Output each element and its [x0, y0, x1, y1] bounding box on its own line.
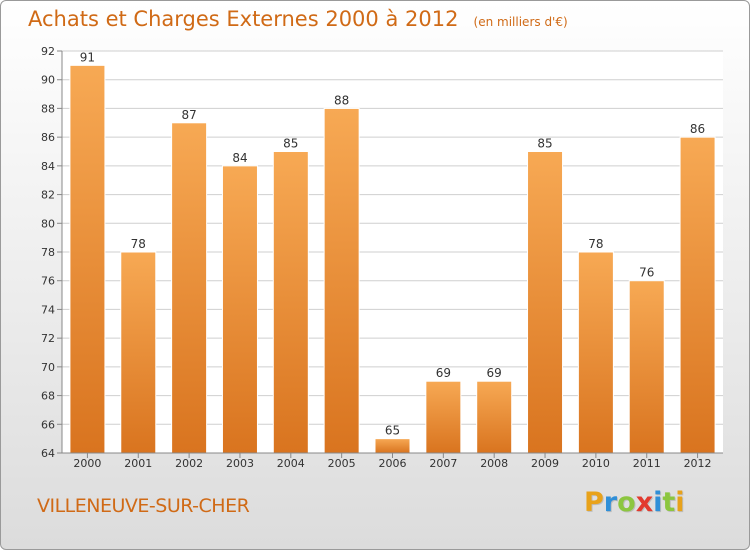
data-label-2001: 78: [131, 237, 146, 251]
x-tick-label-2009: 2009: [531, 457, 559, 470]
data-label-2012: 86: [690, 122, 705, 136]
data-label-2005: 88: [334, 93, 349, 107]
bar-2005: [323, 107, 360, 454]
data-labels: 91 78 87 84 85 88 65 69 69 85 78 76 86: [80, 50, 705, 437]
bar-2002: [171, 122, 208, 454]
x-tick-label-2003: 2003: [226, 457, 254, 470]
x-tick-label-2012: 2012: [684, 457, 712, 470]
y-tick-label: 80: [41, 217, 55, 230]
bar-2008: [476, 380, 513, 454]
chart-subtitle: (en milliers d'€): [473, 15, 568, 29]
logo-letter: P: [584, 487, 604, 518]
x-tick-label-2001: 2001: [124, 457, 152, 470]
y-tick-label: 82: [41, 189, 55, 202]
data-label-2006: 65: [385, 424, 400, 438]
x-tick-label-2004: 2004: [277, 457, 305, 470]
y-tick-label: 68: [41, 390, 55, 403]
bar-2000: [69, 64, 106, 454]
y-tick-label: 76: [41, 275, 55, 288]
y-tick-label: 88: [41, 102, 55, 115]
data-label-2007: 69: [436, 366, 451, 380]
y-tick-label: 84: [41, 160, 55, 173]
y-tick-label: 92: [41, 45, 55, 58]
logo-letter: i: [653, 487, 663, 518]
bars: [69, 64, 716, 454]
bar-2010: [577, 251, 614, 454]
y-tick-label: 78: [41, 246, 55, 259]
x-tick-label-2002: 2002: [175, 457, 203, 470]
y-axis: 64 66 68 70 72 74 76 78 80 82 84 86 88 90 92: [41, 45, 63, 460]
y-tick-label: 70: [41, 361, 55, 374]
logo-letter: o: [617, 487, 636, 518]
data-label-2008: 69: [487, 366, 502, 380]
bar-2004: [272, 151, 309, 454]
bar-2012: [679, 136, 716, 454]
x-tick-label-2006: 2006: [379, 457, 407, 470]
bar-2011: [628, 280, 665, 454]
bar-2006: [374, 438, 411, 454]
y-tick-label: 64: [41, 447, 55, 460]
bar-2007: [425, 380, 462, 454]
data-label-2002: 87: [181, 108, 196, 122]
logo-letter: t: [662, 487, 676, 518]
proxiti-logo: Proxiti: [584, 487, 685, 518]
x-tick-label-2010: 2010: [582, 457, 610, 470]
bar-2009: [527, 151, 564, 454]
x-axis: 2000 2001 2002 2003 2004 2005 2006 2007 2008 2009…: [62, 452, 723, 470]
data-label-2011: 76: [639, 266, 654, 280]
y-tick-label: 74: [41, 303, 55, 316]
logo-letter: r: [603, 487, 618, 518]
logo-letter: x: [635, 487, 654, 518]
x-tick-label-2007: 2007: [429, 457, 457, 470]
y-tick-label: 72: [41, 332, 55, 345]
y-tick-label: 86: [41, 131, 55, 144]
data-label-2009: 85: [537, 137, 552, 151]
title-row: Achats et Charges Externes 2000 à 2012 (…: [28, 7, 568, 31]
data-label-2010: 78: [588, 237, 603, 251]
x-tick-label-2005: 2005: [328, 457, 356, 470]
x-tick-label-2000: 2000: [73, 457, 101, 470]
y-tick-label: 66: [41, 418, 55, 431]
y-tick-label: 90: [41, 74, 55, 87]
chart-title: Achats et Charges Externes 2000 à 2012: [28, 7, 459, 31]
x-tick-label-2008: 2008: [480, 457, 508, 470]
x-tick-label-2011: 2011: [633, 457, 661, 470]
logo-letter: i: [675, 487, 685, 518]
data-label-2003: 84: [232, 151, 247, 165]
bar-2003: [221, 165, 258, 454]
data-label-2000: 91: [80, 50, 95, 64]
bar-2001: [120, 251, 157, 454]
commune-name: VILLENEUVE-SUR-CHER: [37, 495, 250, 517]
data-label-2004: 85: [283, 137, 298, 151]
